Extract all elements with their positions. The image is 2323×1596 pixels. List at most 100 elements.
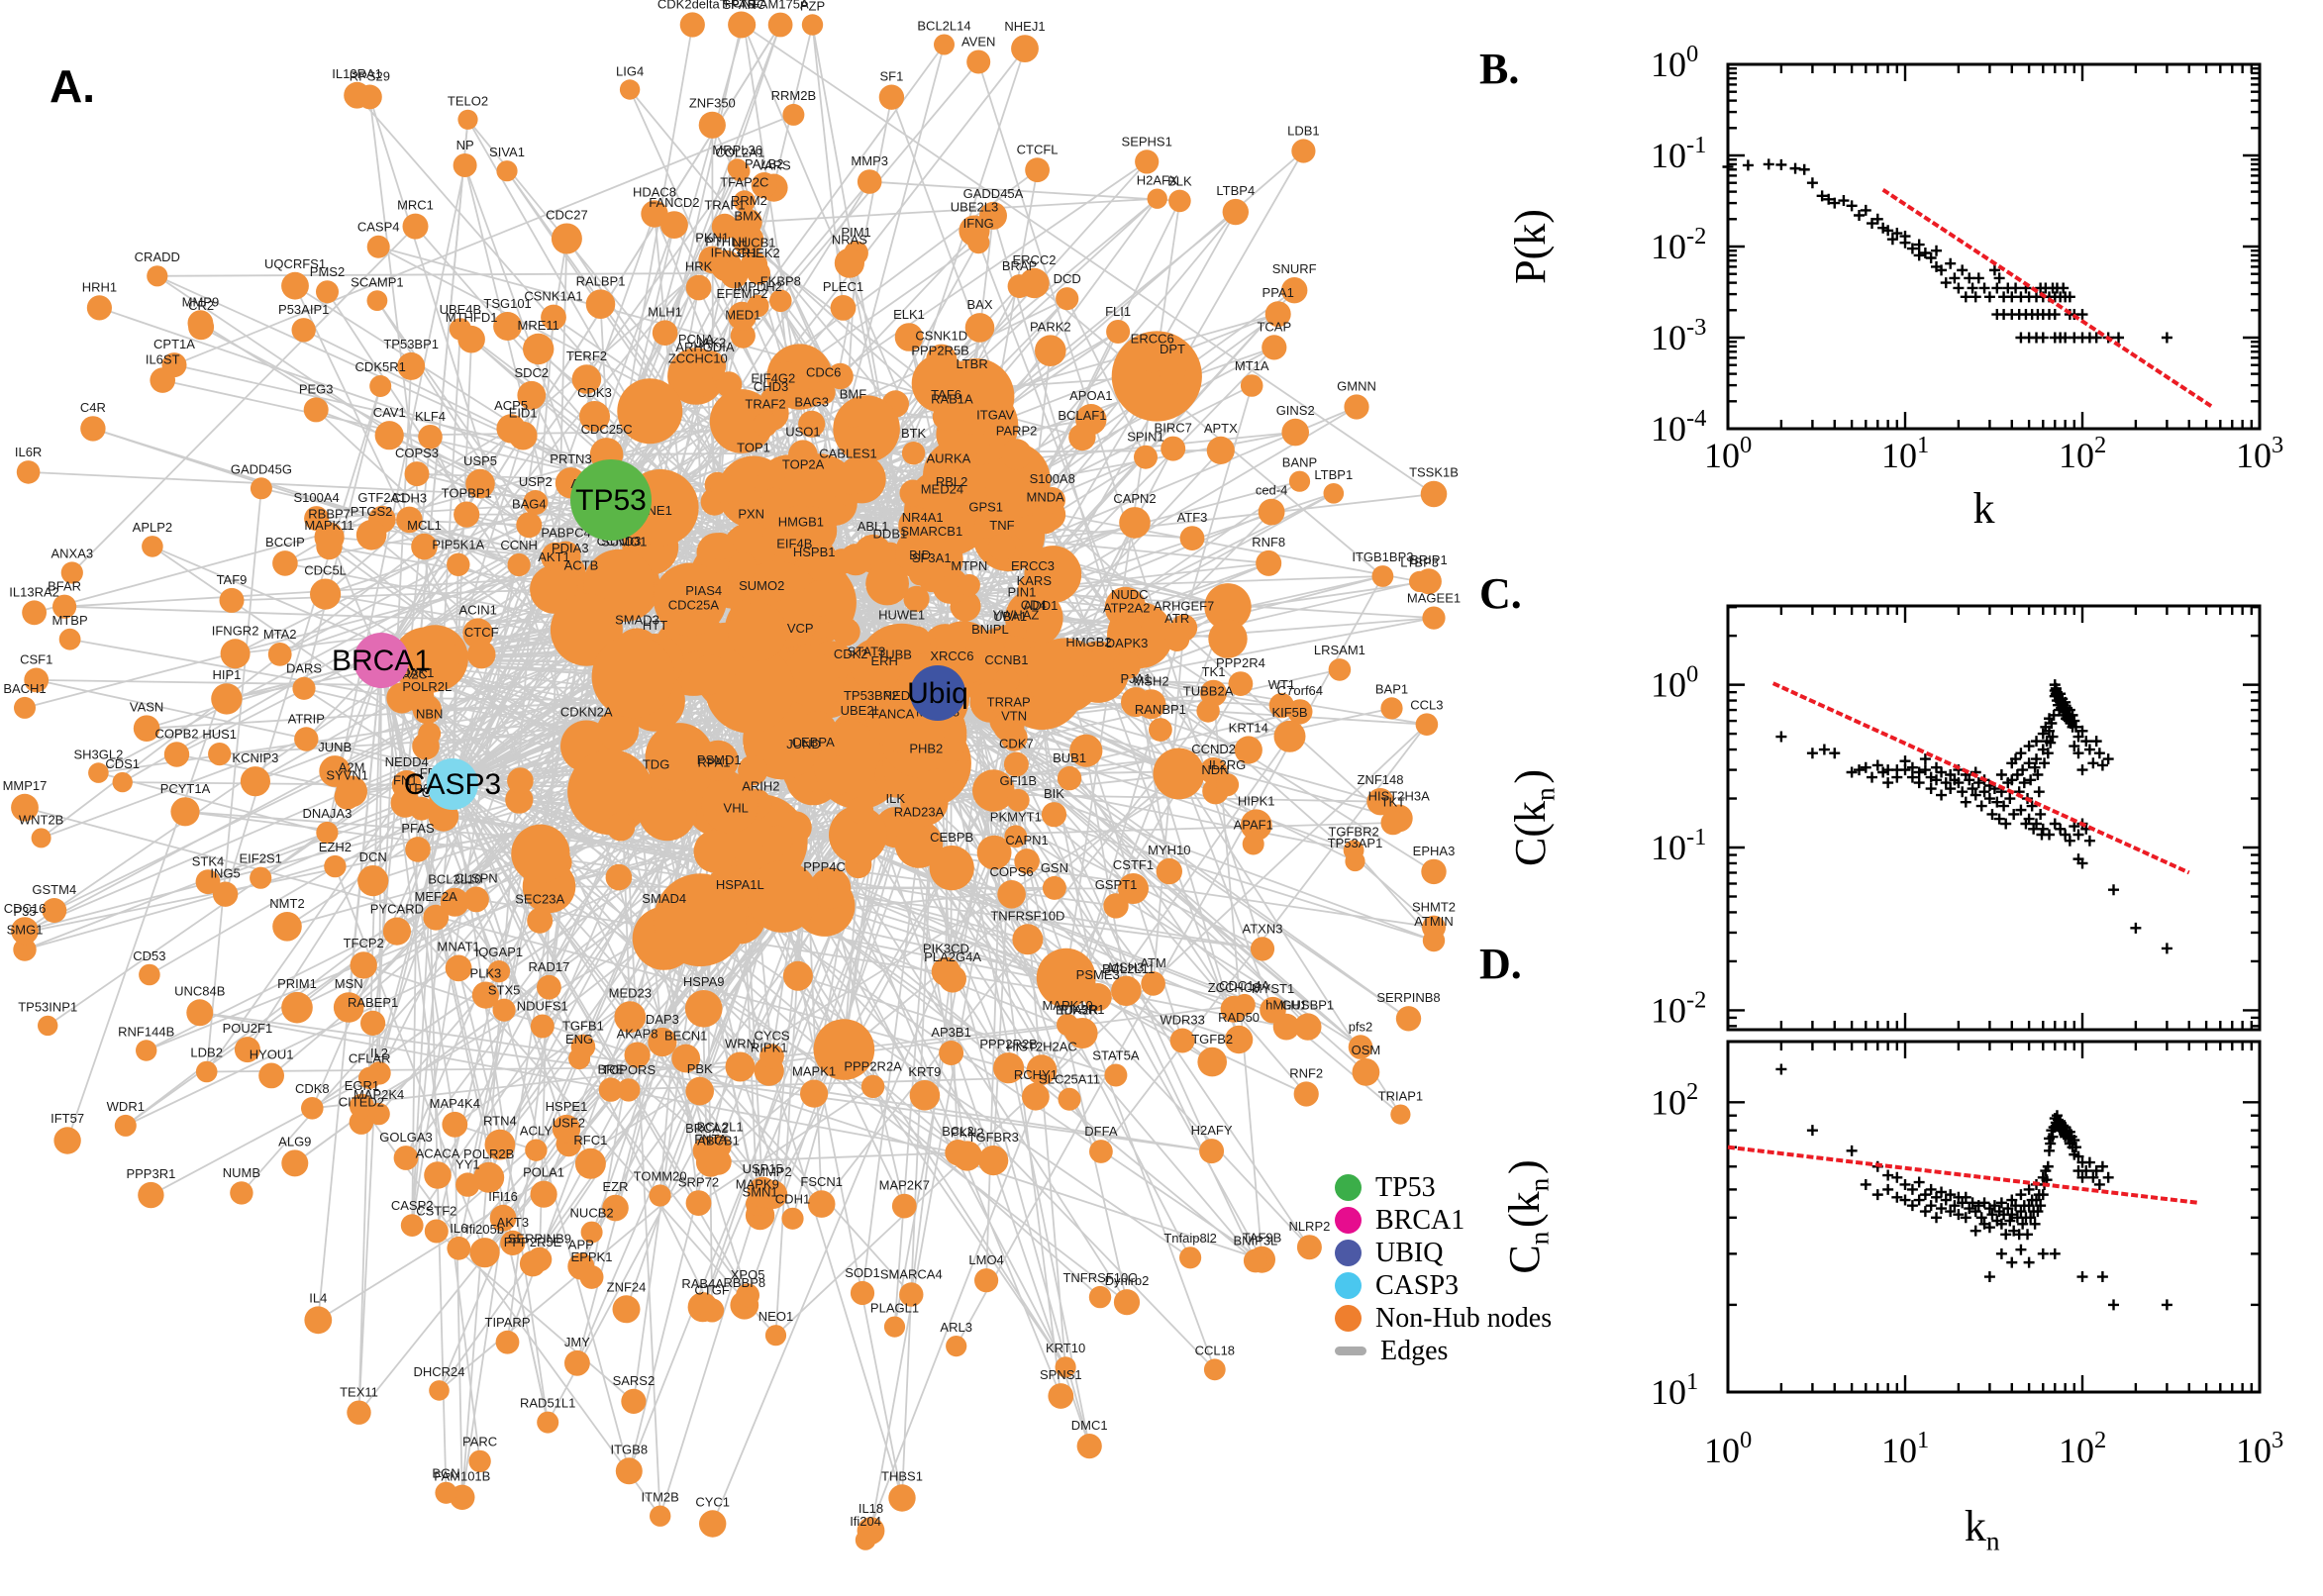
network-node [781,505,818,541]
network-node-label: SPARC [722,0,765,12]
network-edge [436,1230,635,1403]
node-swatch-icon [1335,1305,1362,1332]
network-node [393,1146,419,1170]
network-node-label: PLAGL1 [870,1301,919,1316]
legend-item-casp3: CASP3 [1335,1269,1552,1302]
network-node [701,776,758,834]
network-node [250,477,272,500]
network-node-label: ALG9 [278,1134,311,1148]
network-node-label: CDKN2A [560,705,613,720]
network-node [1371,565,1394,587]
network-node [1159,357,1186,385]
network-node-label: RBL2 [936,474,968,489]
network-node-label: pfs2 [1349,1019,1373,1034]
network-node-label: ABL1 [858,519,889,534]
network-node-label: ced-4 [1256,483,1288,498]
network-node-label: DCN [359,849,387,864]
network-edge [205,488,262,1072]
data-point [1919,764,1931,776]
network-node-label: TOP1 [737,441,770,455]
network-node-label: PPP2R5E [504,1235,562,1249]
network-node [685,1190,712,1216]
network-node-label: NMT2 [269,896,304,911]
network-node [736,209,762,236]
network-node-label: SERPINB9 [508,1232,571,1247]
network-edge [380,167,739,661]
x-tick-label: 101 [1881,1427,1932,1470]
network-node [316,821,339,845]
network-node [138,1181,164,1209]
network-node [281,991,313,1024]
network-node-label: PLEC1 [823,279,863,294]
network-node [579,1264,604,1289]
data-point [1742,159,1754,171]
network-node-label: BCL2L11 [1102,961,1155,976]
network-node [1075,650,1102,677]
network-node-label: KCNIP3 [232,750,278,765]
network-node-label: CCNH [500,538,538,552]
data-point [1960,796,1971,808]
network-node [1380,697,1403,720]
network-node [523,333,555,365]
network-node [447,552,470,576]
network-node [650,1505,671,1527]
network-node-label: KRT14 [1229,720,1268,735]
network-node-label: HTT [643,618,667,633]
network-node [42,898,67,923]
network-node-label: POLR2B [463,1147,514,1161]
network-node-label: PFAS [401,821,435,836]
network-node-label: MED1 [725,308,760,323]
network-node-label: BCCIP [265,535,305,549]
network-node-label: AURKA [927,451,971,466]
network-node-label: NUCB2 [570,1206,614,1221]
x-tick-label: 102 [2059,432,2109,475]
network-node-label: BMF [840,386,867,401]
network-node [53,1127,81,1154]
network-node [1380,810,1406,836]
scatter-points [1775,1063,2172,1311]
data-point [2004,793,2016,805]
network-node [857,169,882,194]
panel-b-label: B. [1479,45,1520,93]
network-node-label: PSMD1 [697,752,742,767]
network-node-label: DNAJA3 [302,806,352,821]
network-node-label: SOD1 [845,1265,879,1280]
network-node-label: EDA2R [1056,1003,1098,1018]
network-node [1344,394,1369,420]
data-point [2044,829,2056,841]
network-node-label: RBBP8 [723,1275,765,1290]
y-tick-label: 10-3 [1651,314,1709,357]
network-node-label: ATP2A2 [1103,600,1150,615]
network-node-label: CTCFL [1017,142,1059,156]
network-node [367,1102,390,1126]
network-node-label: BCL2L10 [428,872,481,887]
network-node-label: TUBB [877,648,912,662]
network-node [967,231,990,254]
network-node-label: BGN [432,1466,459,1481]
network-node-label: CYCS [754,1028,789,1043]
network-node-label: TOP2A [782,457,825,472]
data-point [1867,771,1878,783]
network-node [710,474,741,504]
data-point [1806,748,1818,759]
network-node [523,490,549,515]
network-node-label: HIST2H2AC [1006,1039,1077,1053]
network-node-label: SMARCA4 [880,1266,943,1281]
network-node-label: IL6ST [146,351,180,366]
network-node-label: TCAP [1257,319,1291,334]
network-node [527,907,554,934]
network-node-label: Ifi205b [465,1222,504,1237]
network-node-label: GMNN [1337,378,1376,393]
network-node-label: TOPORS [601,1062,656,1077]
network-node-label: MMP3 [851,153,888,168]
network-node [310,578,342,610]
network-node-label: DPT [1160,342,1185,356]
network-node [496,160,518,182]
data-point [1919,1189,1931,1201]
network-node-label: IQGAP1 [475,945,523,959]
data-point [1860,1178,1871,1190]
network-node-label: COPB2 [154,726,198,741]
network-node [1113,651,1142,680]
network-node [445,954,472,982]
network-node [952,1141,982,1171]
